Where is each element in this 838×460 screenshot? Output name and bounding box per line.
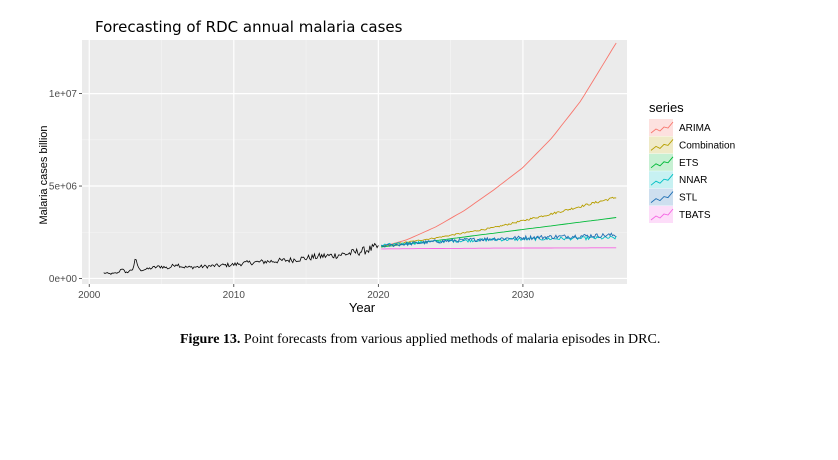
legend-label-tbats: TBATS [679,210,711,221]
series-lines [103,42,617,275]
series-line-arima [381,42,617,248]
figure-label: Figure 13. [180,332,241,347]
legend-label-combination: Combination [679,140,735,151]
x-tick-label: 2000 [78,290,101,301]
legend-glyph [650,191,674,203]
legend-key-ets [649,153,673,171]
figure-caption: Figure 13. Point forecasts from various … [180,332,660,348]
legend-key-stl [649,188,673,206]
legend-label-ets: ETS [679,158,699,169]
legend-label-arima: ARIMA [679,123,711,134]
x-tick-label: 2010 [223,290,246,301]
legend-glyph [650,121,674,134]
y-axis: 0e+00 5e+06 1e+07 [49,89,82,285]
plot-panel [82,40,627,284]
series-line-observed [103,242,379,275]
series-line-tbats [381,247,617,250]
y-axis-title: Malaria cases billion [38,125,50,224]
grid-lines [82,40,627,284]
forecast-chart: Forecasting of RDC annual malaria cases … [38,18,735,315]
x-tick-label: 2020 [367,290,390,301]
y-tick-label: 0e+00 [49,274,78,285]
legend-glyph [650,208,674,221]
legend-key-arima [649,119,673,136]
x-axis: 2000 2010 2020 2030 [78,284,534,301]
legend-title: series [649,100,684,115]
x-tick-label: 2030 [512,290,535,301]
y-tick-label: 5e+06 [49,182,78,193]
legend-label-stl: STL [679,193,698,204]
legend-glyph [650,173,674,186]
series-line-combination [381,196,617,247]
legend-label-nnar: NNAR [679,175,707,186]
x-axis-title: Year [349,300,376,315]
legend-key-combination [649,136,673,154]
legend-glyph [650,156,674,169]
legend-key-tbats [649,206,673,223]
chart-title: Forecasting of RDC annual malaria cases [95,18,403,36]
legend: series ARIMA Combination ETS NNAR STL TBATS [649,100,735,223]
caption-text: Point forecasts from various applied met… [240,332,661,347]
series-line-stl [381,232,617,248]
legend-key-nnar [649,171,673,189]
y-tick-label: 1e+07 [49,89,78,100]
legend-glyph [650,139,674,151]
